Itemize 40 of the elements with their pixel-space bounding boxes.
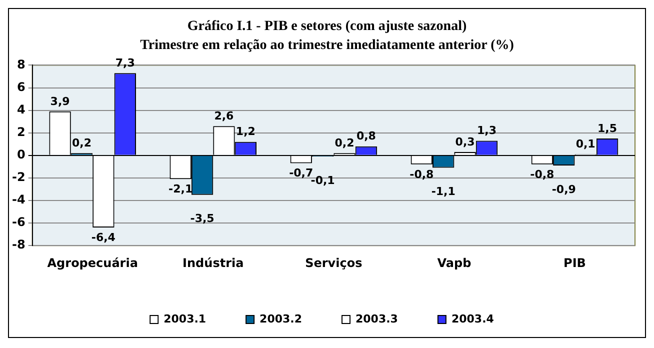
chart-subtitle: Trimestre em relação ao trimestre imediatamente anterior (%) [139, 37, 515, 55]
legend-label: 2003.2 [260, 312, 302, 326]
data-label: 1,3 [476, 124, 496, 138]
x-tick-label: PIB [564, 256, 586, 270]
data-label: -0,9 [552, 182, 576, 196]
y-tick-label: -6 [12, 215, 26, 230]
x-tick-label: Agropecuária [47, 256, 138, 270]
legend-label: 2003.4 [451, 312, 494, 326]
x-tick-label: Serviços [305, 256, 362, 270]
data-label: -3,5 [190, 212, 214, 226]
data-label: -0,7 [289, 166, 314, 180]
chart-title: Gráfico I.1 - PIB e setores (com ajuste sazonal) [186, 18, 468, 36]
y-tick-label: -8 [12, 238, 26, 252]
data-label: 7,3 [115, 56, 135, 70]
y-tick-label: 0 [16, 148, 26, 162]
y-tick-label: -4 [12, 192, 26, 207]
x-tick-label: Vapb [437, 256, 472, 270]
y-tick-label: 8 [16, 57, 26, 72]
data-label: 1,5 [598, 122, 618, 135]
data-label: -2,1 [168, 182, 193, 196]
y-tick-label: -2 [12, 170, 26, 184]
data-label: -1,1 [431, 185, 456, 198]
y-tick-label: 4 [16, 102, 26, 116]
data-label: 0,3 [455, 135, 475, 148]
legend-label: 2003.1 [164, 312, 206, 326]
data-label: 0,2 [334, 136, 354, 150]
data-label: -6,4 [91, 230, 116, 244]
data-label: 2,6 [214, 109, 234, 122]
data-label: 0,2 [72, 136, 92, 150]
data-label: 0,8 [356, 130, 376, 143]
y-tick-label: 2 [16, 124, 26, 139]
y-tick-label: 6 [16, 80, 26, 94]
data-label: -0,8 [530, 168, 554, 181]
x-tick-label: Indústria [182, 256, 244, 270]
legend-label: 2003.3 [356, 312, 398, 326]
data-label: -0,8 [410, 168, 434, 181]
data-label: 1,2 [236, 125, 256, 138]
data-label: 3,9 [50, 94, 70, 108]
data-label: 0,1 [576, 138, 596, 151]
data-label: -0,1 [310, 174, 335, 187]
